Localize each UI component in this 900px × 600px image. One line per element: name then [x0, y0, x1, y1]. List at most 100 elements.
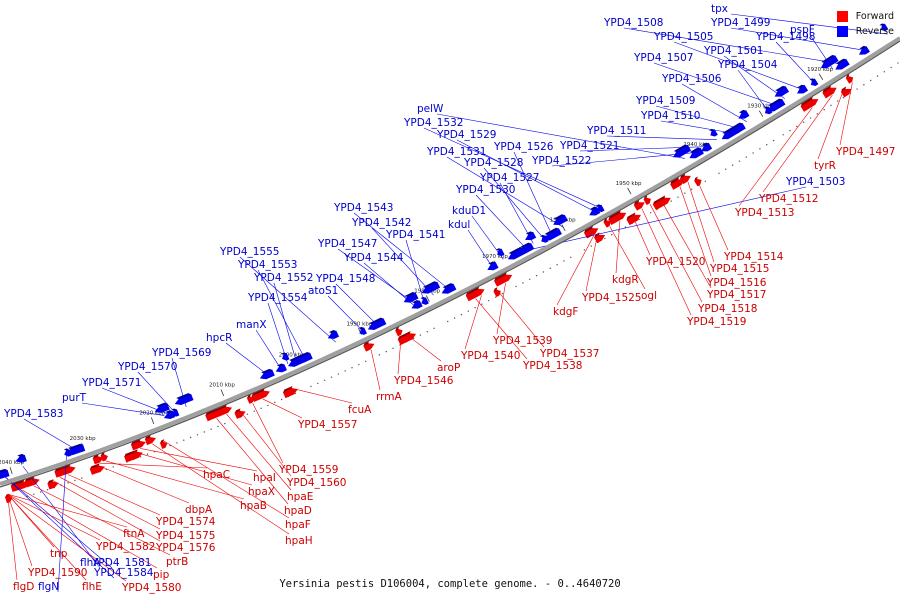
forward-gene-label: rrmA [376, 391, 402, 403]
forward-gene-label: YPD4_1497 [835, 146, 895, 158]
forward-gene-label: YPD4_1537 [539, 348, 599, 360]
legend-forward: Forward [836, 9, 894, 24]
forward-feature [822, 87, 837, 99]
forward-feature [603, 220, 611, 228]
tick-label: 1990 kbp [346, 321, 372, 327]
forward-gene-label: hpaH [285, 535, 313, 547]
minor-tick [816, 113, 819, 115]
label-connector [262, 398, 303, 419]
feature-bevel [496, 248, 502, 251]
minor-tick [392, 347, 394, 350]
tick-mark [425, 295, 430, 302]
feature-bevel [281, 352, 287, 355]
label-connector [762, 94, 833, 193]
forward-gene-label: hpaX [248, 486, 275, 498]
label-connector [397, 335, 402, 375]
forward-feature [130, 440, 146, 451]
reverse-feature [797, 84, 809, 94]
reverse-gene-label: YPD4_1569 [151, 347, 211, 359]
label-connector [81, 402, 165, 416]
label-connector [353, 212, 448, 289]
forward-feature [234, 410, 246, 419]
reverse-feature [507, 247, 527, 260]
tick-mark [818, 73, 824, 81]
label-connector [101, 387, 169, 415]
feature-bevel [859, 45, 867, 50]
reverse-gene-label: YPD4_1511 [586, 125, 646, 137]
feature-bevel [251, 388, 265, 397]
forward-gene-label: kdgF [553, 306, 578, 318]
minor-tick [802, 121, 805, 123]
feature-bevel [493, 287, 498, 292]
label-connector [51, 479, 161, 542]
feature-bevel [156, 402, 168, 408]
feature-bevel [608, 210, 621, 220]
reverse-gene-label: YPD4_1570 [117, 361, 177, 373]
reverse-gene-label: manX [236, 319, 267, 331]
label-connector [140, 448, 258, 472]
forward-feature [397, 333, 417, 346]
label-connector [649, 203, 703, 303]
reverse-gene-label: YPD4_1554 [247, 292, 308, 304]
minor-tick [385, 350, 387, 353]
minor-tick [33, 493, 35, 495]
tick-label: 2000 kbp [279, 352, 305, 358]
feature-bevel [24, 476, 35, 482]
feature-bevel [404, 292, 416, 297]
feature-bevel [680, 173, 686, 179]
label-connector [556, 235, 595, 306]
feature-bevel [809, 78, 815, 81]
minor-tick [310, 385, 312, 388]
feature-bevel [540, 234, 546, 238]
minor-tick [789, 129, 791, 132]
minor-tick [488, 299, 490, 302]
reverse-feature [421, 281, 441, 294]
label-connector [679, 186, 712, 277]
forward-gene-label: YPD4_1516 [706, 277, 767, 289]
reverse-gene-label: YPD4_1552 [253, 272, 313, 284]
minor-tick [426, 331, 428, 333]
tick-label: 2040 kbp [0, 460, 24, 466]
minor-tick [830, 104, 832, 107]
minor-tick [467, 310, 469, 312]
label-connector [239, 256, 336, 343]
minor-tick [856, 88, 858, 90]
feature-bevel [442, 283, 454, 289]
forward-swatch [836, 11, 848, 22]
forward-gene-label: YPD4_1520 [645, 256, 705, 268]
feature-bevel [603, 217, 608, 222]
feature-bevel [846, 73, 850, 79]
label-connector [681, 83, 747, 122]
label-connector [483, 167, 544, 239]
label-connector [809, 34, 833, 70]
reverse-gene-label: YPD4_1501 [703, 45, 763, 57]
reverse-feature [64, 449, 72, 457]
label-connector [655, 105, 737, 129]
minor-tick [842, 96, 845, 99]
minor-tick [280, 398, 283, 401]
minor-tick [260, 407, 262, 410]
label-connector [738, 107, 813, 207]
forward-gene-label: YPD4_1538 [522, 360, 582, 372]
forward-gene-label: kdgR [612, 274, 639, 286]
forward-gene-label: YPD4_1539 [492, 335, 552, 347]
forward-gene-label: aroP [437, 362, 460, 374]
minor-tick [766, 144, 768, 146]
feature-bevel [709, 128, 715, 132]
label-connector [0, 472, 115, 579]
minor-tick [677, 196, 679, 198]
label-connector [95, 464, 190, 504]
feature-bevel [395, 326, 400, 331]
reverse-gene-label: pspF [790, 24, 815, 36]
minor-tick [796, 125, 798, 128]
minor-tick [570, 256, 572, 258]
reverse-feature [259, 369, 275, 380]
minor-tick [433, 327, 435, 330]
feature-bevel [124, 449, 138, 457]
reverse-gene-label: YPD4_1542 [351, 217, 411, 229]
tick-label: 2010 kbp [209, 382, 235, 388]
minor-tick [189, 436, 192, 439]
label-connector [225, 342, 267, 374]
minor-tick [203, 431, 205, 433]
